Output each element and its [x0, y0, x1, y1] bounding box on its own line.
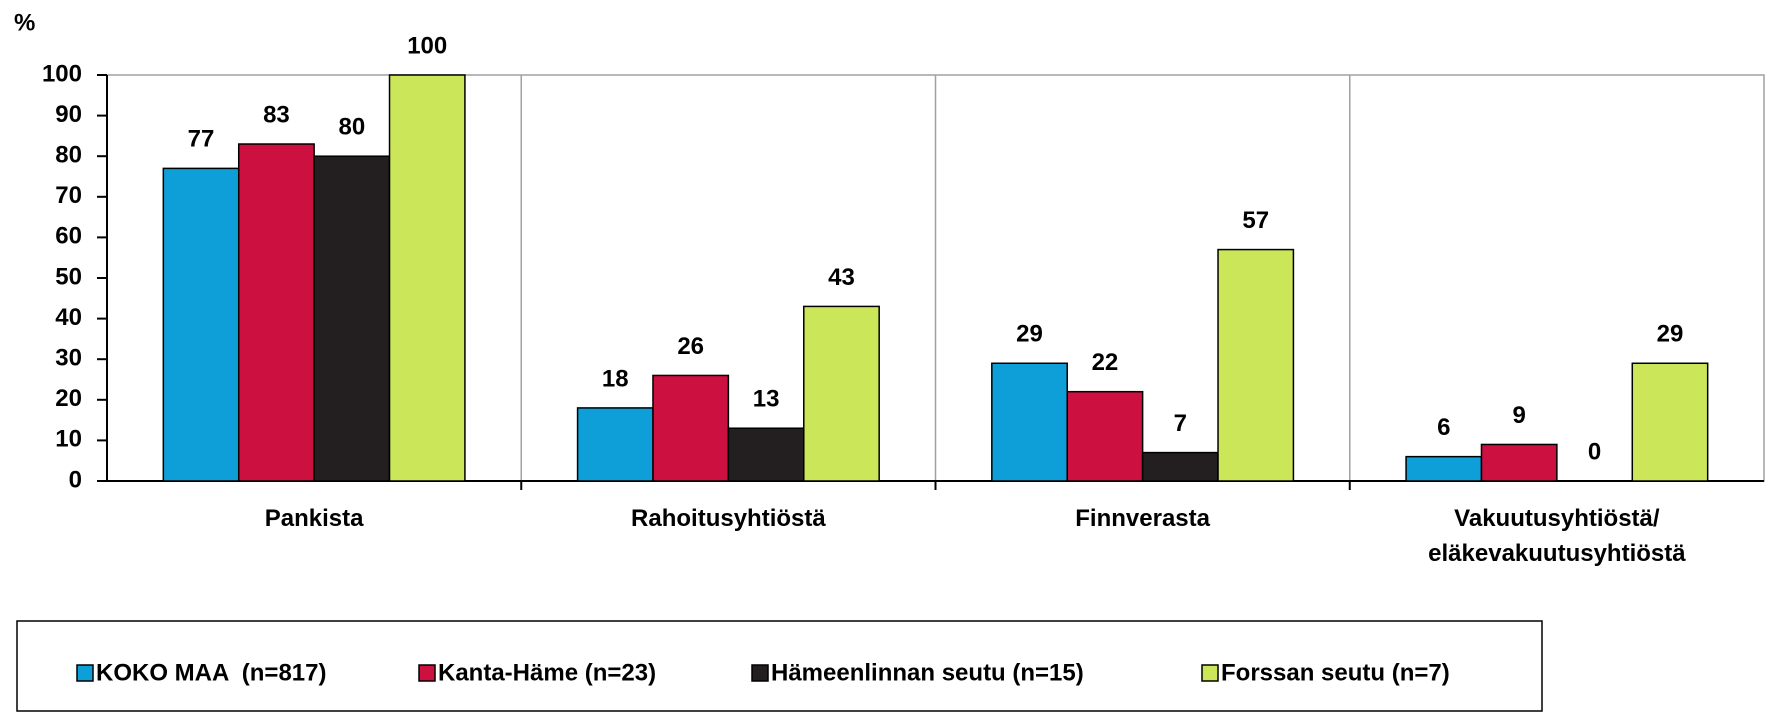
legend-swatch [1201, 664, 1219, 682]
data-label: 13 [753, 386, 780, 413]
bar [1405, 455, 1483, 482]
data-label: 7 [1174, 410, 1187, 437]
bar [803, 305, 880, 482]
y-tick-label: 90 [55, 101, 82, 128]
y-tick-label: 40 [55, 304, 82, 331]
data-label: 43 [828, 264, 855, 291]
data-label: 100 [407, 32, 447, 59]
data-label: 6 [1437, 414, 1450, 441]
y-tick-label: 30 [55, 345, 82, 372]
y-tick-label: 50 [55, 263, 82, 290]
legend-label: KOKO MAA (n=817) [96, 659, 326, 686]
bar [1141, 451, 1219, 482]
bar [652, 374, 730, 482]
y-tick-label: 0 [69, 466, 82, 493]
x-tick-label: Rahoitusyhtiöstä [631, 505, 826, 532]
y-tick-label: 10 [55, 426, 82, 453]
legend-label: Hämeenlinnan seutu (n=15) [771, 659, 1084, 686]
legend-swatch [76, 664, 94, 682]
bar [237, 143, 315, 482]
bar [1217, 248, 1295, 482]
y-tick-label: 60 [55, 223, 82, 250]
data-label: 83 [263, 101, 290, 128]
data-label: 26 [677, 333, 704, 360]
data-label: 22 [1092, 349, 1119, 376]
x-tick-label: Pankista [265, 505, 364, 532]
legend-swatch [418, 664, 436, 682]
bar [991, 362, 1068, 482]
data-label: 29 [1016, 321, 1043, 348]
y-tick-label: 70 [55, 182, 82, 209]
data-label: 57 [1242, 207, 1269, 234]
legend-label: Forssan seutu (n=7) [1221, 659, 1450, 686]
data-label: 9 [1512, 402, 1525, 429]
bar [1066, 390, 1144, 482]
data-label: 29 [1657, 321, 1684, 348]
x-tick-label: Vakuutusyhtiöstä/eläkevakuutusyhtiöstä [1428, 505, 1686, 567]
bar [162, 167, 240, 482]
bar [1480, 443, 1558, 482]
y-tick-label: 20 [55, 385, 82, 412]
y-tick-label: 100 [42, 60, 82, 87]
x-tick-label: Finnverasta [1075, 505, 1210, 532]
legend-label: Kanta-Häme (n=23) [438, 659, 656, 686]
y-tick-label: 80 [55, 142, 82, 169]
data-label: 0 [1588, 438, 1601, 465]
bar [313, 155, 391, 482]
y-unit: % [14, 9, 35, 36]
bar [388, 74, 466, 482]
bar [576, 407, 654, 482]
legend-box [16, 620, 1543, 712]
bar [727, 427, 805, 482]
data-label: 77 [188, 126, 215, 153]
bar [1631, 362, 1709, 482]
data-label: 18 [602, 365, 629, 392]
data-label: 80 [338, 114, 365, 141]
legend-swatch [751, 664, 769, 682]
